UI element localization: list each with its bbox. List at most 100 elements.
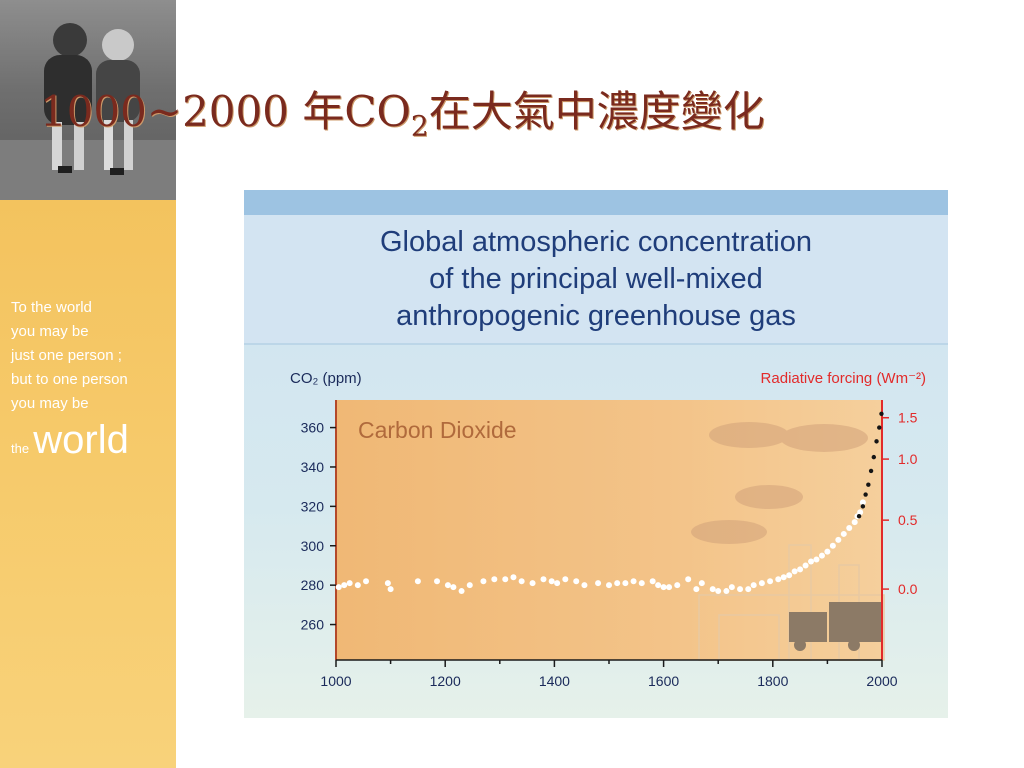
ice-core-point (857, 509, 864, 516)
quote-the: the (11, 441, 30, 456)
ice-core-point (540, 576, 547, 583)
ice-core-point (491, 576, 498, 583)
direct-measurement-point (874, 439, 879, 444)
ice-core-point (649, 578, 656, 585)
chart-title-line: of the principal well-mixed (429, 262, 763, 295)
y-tick-label: 300 (301, 538, 325, 554)
background-clouds (691, 422, 868, 544)
right-tick-label: 0.0 (898, 581, 918, 597)
ice-core-point (786, 572, 793, 579)
ice-core-point (341, 582, 348, 589)
ice-core-point (660, 584, 667, 591)
x-tick-label: 2000 (866, 673, 897, 689)
ice-core-point (846, 525, 853, 532)
direct-measurement-point (856, 514, 862, 519)
ice-core-point (808, 558, 815, 565)
ice-core-point (758, 580, 765, 587)
chart-panel-label: Carbon Dioxide (358, 417, 517, 443)
ice-core-point (466, 582, 473, 589)
ice-core-point (775, 576, 782, 583)
quote-world: world (33, 418, 129, 462)
quote-world-line: the world (11, 420, 176, 461)
sidebar-quote: To the world you may be just one person … (11, 296, 176, 461)
ice-core-point (502, 576, 509, 583)
title-prefix: 1000~2000 年CO (40, 87, 411, 136)
ice-core-point (693, 586, 700, 593)
direct-measurement-point (871, 454, 877, 460)
ice-core-point (797, 566, 804, 573)
ice-core-point (824, 548, 831, 555)
direct-measurement-point (860, 504, 866, 509)
ice-core-point (518, 578, 525, 585)
chart-title-line: Global atmospheric concentration (379, 225, 812, 258)
chart-title-line: anthropogenic greenhouse gas (396, 299, 796, 332)
y-tick-label: 280 (301, 577, 325, 593)
ice-core-point (554, 580, 561, 587)
ice-core-point (480, 578, 487, 585)
title-subscript: 2 (410, 109, 429, 143)
y-axis-label-right: Radiative forcing (Wm⁻²) (761, 370, 926, 387)
ice-core-point (666, 584, 673, 591)
quote-line: just one person ; (11, 347, 122, 364)
y-tick-label: 260 (301, 617, 325, 633)
y-axis-label-left: CO₂ (ppm) (290, 370, 362, 387)
x-tick-label: 1000 (320, 673, 351, 689)
children-photo (0, 0, 176, 200)
ice-core-point (685, 576, 692, 583)
ice-core-point (840, 530, 847, 537)
ice-core-point (791, 568, 798, 575)
ice-core-point (750, 582, 757, 589)
co2-chart: Carbon Dioxide CO₂ (ppm) Radiative forci… (290, 370, 926, 689)
ice-core-point (562, 576, 569, 583)
ice-core-point (709, 586, 716, 593)
quote-line: you may be (11, 395, 89, 412)
ice-core-point (630, 578, 637, 585)
ice-core-point (780, 574, 787, 581)
sidebar-panel (0, 200, 176, 768)
direct-measurement-point (868, 468, 874, 474)
ice-core-point (335, 584, 342, 591)
quote-line: To the world (11, 299, 92, 316)
photo-illustration (0, 23, 176, 200)
quote-line: you may be (11, 323, 89, 340)
direct-measurement-point (879, 411, 884, 416)
y-tick-label: 340 (301, 459, 325, 475)
ice-core-point (835, 536, 842, 543)
ice-core-point (458, 588, 465, 595)
co2-chart-figure: Global atmospheric concentration of the … (244, 190, 948, 718)
ice-core-point (859, 499, 866, 506)
ice-core-point (728, 584, 735, 591)
axis-ticks: 1000 1200 1400 1600 1800 2000 260 280 300 320 340 3… (301, 410, 918, 689)
ice-core-point (745, 586, 752, 593)
ice-core-point (715, 588, 722, 595)
direct-measurement-point (863, 492, 868, 497)
figure-top-bar (244, 190, 948, 215)
direct-measurement-point (877, 425, 882, 430)
ice-core-point (548, 578, 555, 585)
ice-core-point (450, 584, 457, 591)
ice-core-point (573, 578, 580, 585)
ice-core-point (737, 586, 744, 593)
x-tick-label: 1400 (539, 673, 570, 689)
right-tick-label: 1.5 (898, 410, 918, 426)
ice-core-point (818, 552, 825, 559)
ice-core-point (384, 580, 391, 587)
ice-core-point (655, 582, 662, 589)
x-tick-label: 1200 (430, 673, 461, 689)
ice-core-point (851, 519, 858, 526)
ice-core-point (674, 582, 681, 589)
ice-core-point (595, 580, 602, 587)
ice-core-point (606, 582, 612, 589)
y-tick-label: 320 (301, 498, 325, 514)
y-tick-label: 360 (301, 420, 325, 436)
ice-core-point (363, 578, 370, 585)
x-tick-label: 1800 (757, 673, 788, 689)
chart-title-box: Global atmospheric concentration of the … (244, 215, 948, 345)
data-points (335, 411, 884, 595)
background-truck (789, 602, 882, 651)
ice-core-point (414, 578, 421, 585)
right-tick-label: 1.0 (898, 451, 918, 467)
page-title: 1000~2000 年CO2在大氣中濃度變化 (40, 78, 765, 142)
ice-core-point (638, 580, 645, 587)
ice-core-point (802, 562, 809, 569)
